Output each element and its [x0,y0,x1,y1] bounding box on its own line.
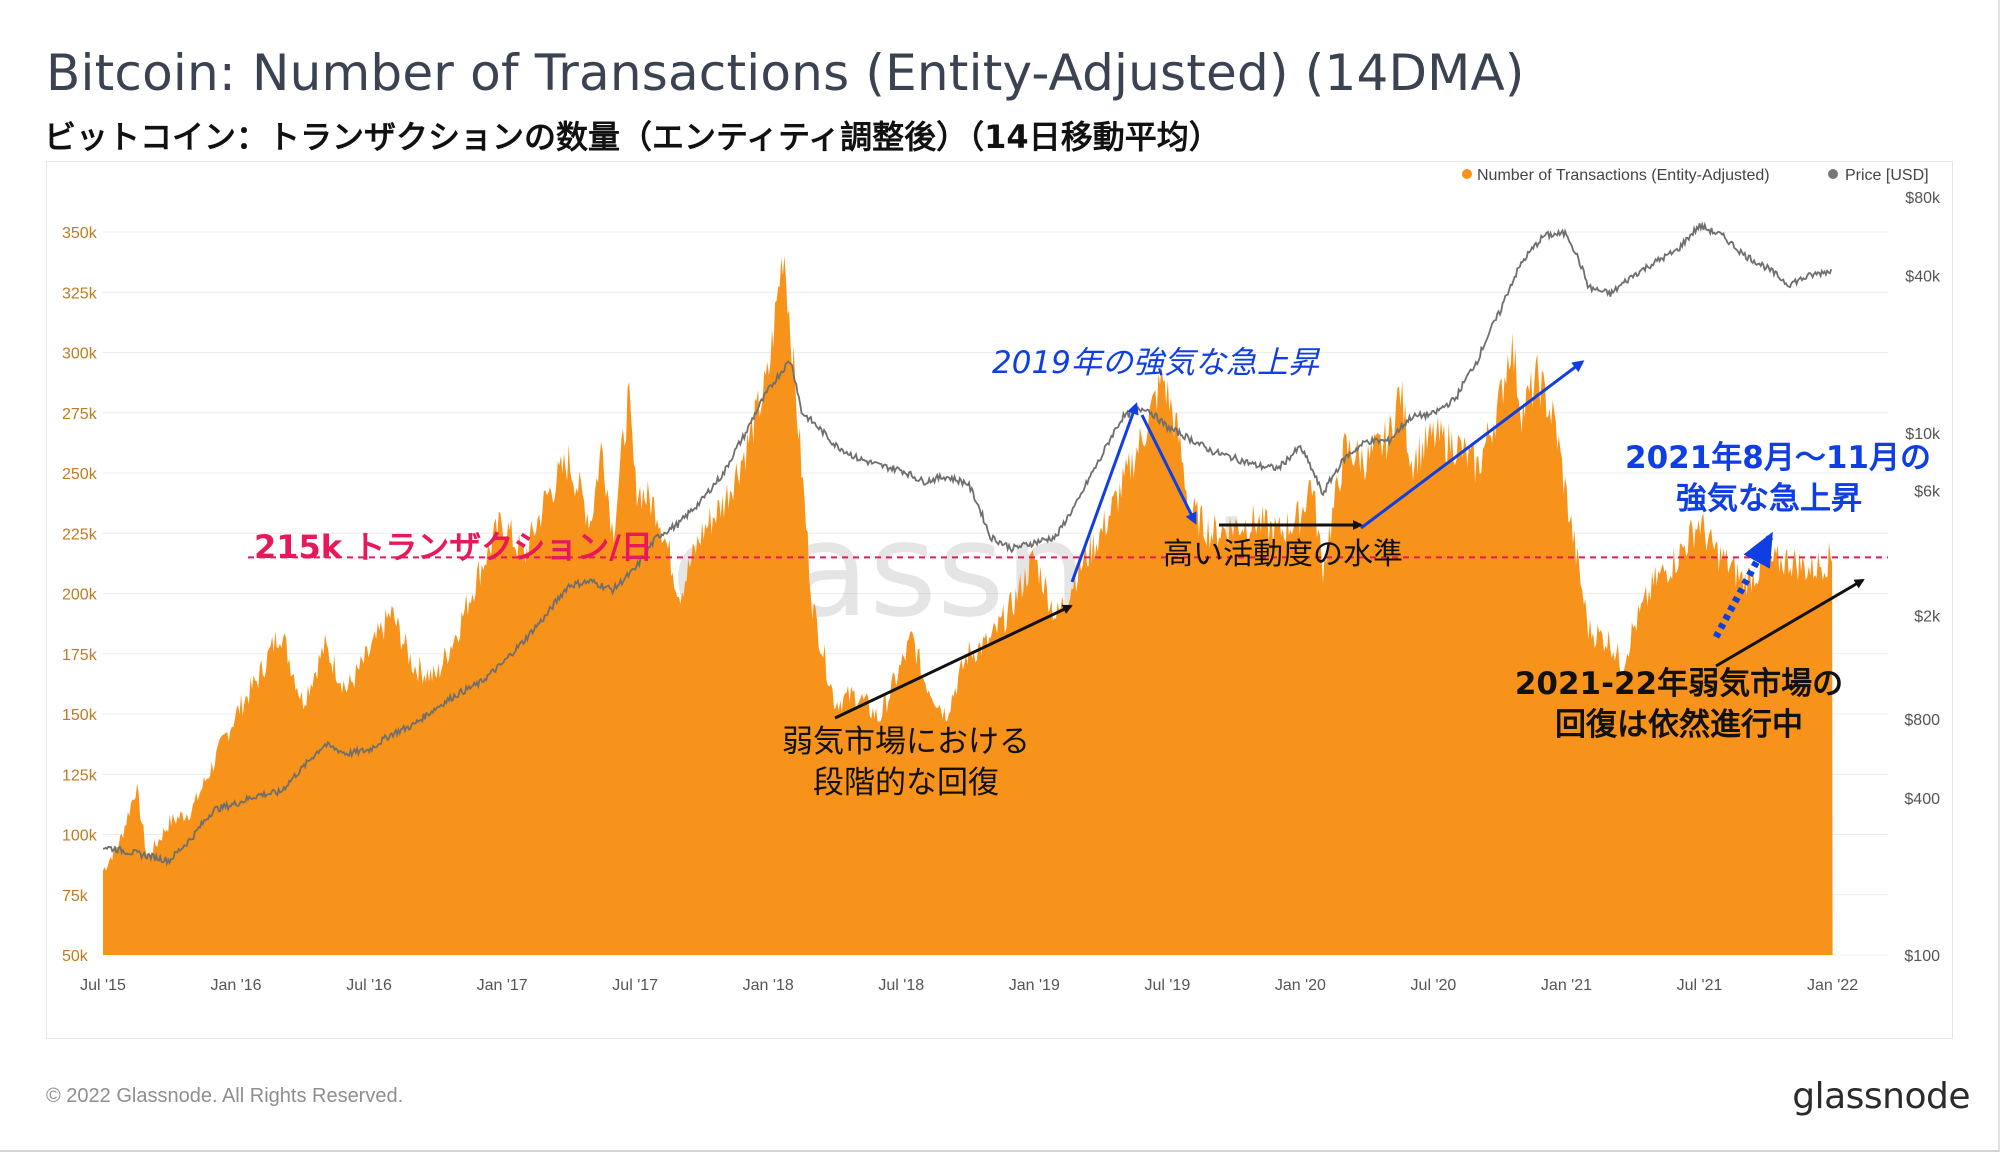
footer-logo: glassnode [1792,1076,1970,1117]
legend-dot-transactions [1462,169,1472,179]
x-tick-label: Jul '21 [1677,977,1723,994]
x-tick-label: Jan '18 [743,977,794,994]
arrow-surge2019-down [1140,414,1197,525]
x-axis: Jul '15 Jan '16 Jul '16 Jan '17 Jul '17 Jan '… [80,977,1858,994]
y-right-tick-label: $40k [1905,269,1941,286]
y-left-tick-label: 325k [62,285,98,302]
annotation-bear2122-line1: 2021-22年弱気市場の [1515,666,1843,702]
x-tick-label: Jan '16 [210,977,261,994]
reference-line-label: 215k トランザクション/日 [254,528,653,566]
x-tick-label: Jul '20 [1411,977,1457,994]
x-tick-label: Jan '21 [1541,977,1592,994]
y-left-tick-label: 100k [62,828,98,845]
x-tick-label: Jul '17 [612,977,658,994]
annotation-bear2122-line2: 回復は依然進行中 [1555,707,1803,743]
y-right-tick-label: $800 [1904,712,1940,729]
footer-copyright: © 2022 Glassnode. All Rights Reserved. [46,1085,404,1107]
x-tick-label: Jul '15 [80,977,126,994]
y-left-tick-label: 175k [62,647,98,664]
annotation-gradual-line2: 段階的な回復 [813,765,999,801]
y-right-tick-label: $400 [1904,791,1940,808]
legend: Number of Transactions (Entity-Adjusted)… [1462,167,1929,184]
legend-dot-price [1828,169,1838,179]
arrow-rise-2020 [1360,360,1585,530]
y-left-axis: 50k 75k 100k 125k 150k 175k 200k 225k 250k 275k 30… [62,225,98,965]
y-right-tick-label: $2k [1914,608,1941,625]
annotation-high: 高い活動度の水準 [1163,537,1403,572]
annotation-gradual-line1: 弱気市場における [782,724,1030,760]
y-right-tick-label: $10k [1905,426,1941,443]
y-left-tick-label: 250k [62,466,98,483]
y-left-tick-label: 75k [62,888,89,905]
annotation-surge2021-line1: 2021年8月〜11月の [1625,440,1931,476]
x-tick-label: Jul '18 [878,977,924,994]
price-line [103,220,1833,867]
x-tick-label: Jan '22 [1807,977,1858,994]
chart-subtitle: ビットコイン：トランザクションの数量（エンティティ調整後）（14日移動平均） [44,118,1221,156]
y-right-tick-label: $80k [1905,190,1941,207]
y-right-tick-label: $100 [1904,948,1940,965]
y-right-tick-label: $6k [1914,484,1941,501]
x-tick-label: Jul '19 [1144,977,1190,994]
arrow-surge2021-dotted [1712,531,1774,639]
legend-transactions-label: Number of Transactions (Entity-Adjusted) [1477,167,1770,184]
y-left-tick-label: 350k [62,225,98,242]
annotations: 215k トランザクション/日 弱気市場における 段階的な回復 2019年の強気… [254,345,1931,801]
x-tick-label: Jan '17 [477,977,528,994]
chart-title: Bitcoin: Number of Transactions (Entity-… [46,44,1525,102]
y-left-tick-label: 200k [62,587,98,604]
arrow-gradual [834,604,1073,720]
y-left-tick-label: 150k [62,707,98,724]
y-left-tick-label: 125k [62,767,98,784]
x-tick-label: Jul '16 [346,977,392,994]
y-left-tick-label: 300k [62,346,98,363]
annotation-surge2019: 2019年の強気な急上昇 [992,345,1321,381]
x-tick-label: Jan '20 [1275,977,1326,994]
y-left-tick-label: 50k [62,948,89,965]
legend-price-label: Price [USD] [1845,167,1929,184]
annotation-surge2021-line2: 強気な急上昇 [1676,481,1862,517]
y-left-tick-label: 275k [62,406,98,423]
arrow-bear2122 [1715,578,1865,668]
y-left-tick-label: 225k [62,526,98,543]
y-right-axis: $100 $400 $800 $2k $6k $10k $40k $80k [1904,190,1941,965]
x-tick-label: Jan '19 [1009,977,1060,994]
arrow-surge2019-up [1070,402,1139,583]
